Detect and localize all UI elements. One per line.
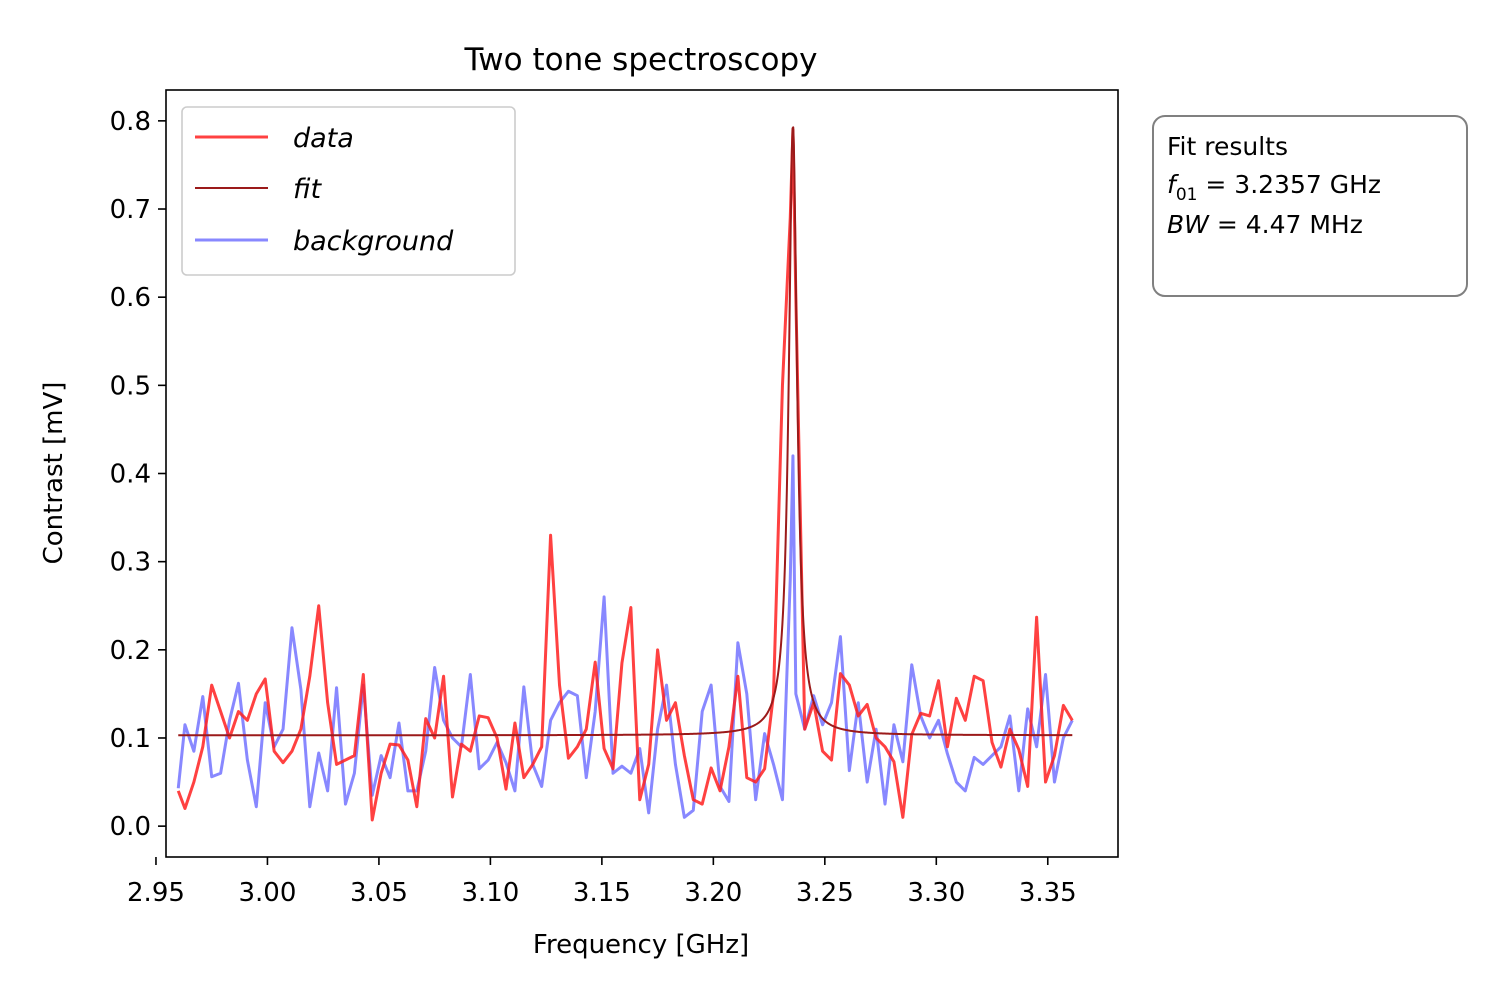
x-tick-label: 3.35 — [1019, 878, 1077, 908]
x-tick-label: 3.00 — [238, 878, 296, 908]
series-line-fit — [177, 126, 1073, 737]
y-tick-label: 0.3 — [110, 548, 151, 578]
plot-area: 2.95 3.00 3.05 3.10 3.15 3.20 3.25 3.30 3.35 0.0… — [110, 89, 1119, 908]
y-tick-label: 0.6 — [110, 283, 151, 313]
x-tick-label: 3.15 — [573, 878, 631, 908]
fit-results-f01: f01 = 3.2357 GHz — [1167, 170, 1381, 205]
y-tick-label: 0.5 — [110, 371, 151, 401]
y-tick-label: 0.2 — [110, 636, 151, 666]
f01-subscript: 01 — [1176, 185, 1198, 205]
y-tick-label: 0.8 — [110, 107, 151, 137]
f01-value: = 3.2357 GHz — [1197, 170, 1381, 199]
fit-results-box: Fit results f01 = 3.2357 GHz BW = 4.47 M… — [1152, 115, 1468, 297]
bw-value: = 4.47 MHz — [1209, 210, 1363, 239]
y-tick-label: 0.7 — [110, 195, 151, 225]
x-axis: 2.95 3.00 3.05 3.10 3.15 3.20 3.25 3.30 3.35 — [127, 857, 1077, 908]
legend-label-background: background — [293, 226, 454, 257]
legend: data fit background — [181, 106, 516, 276]
legend-frame — [181, 106, 516, 276]
y-tick-label: 0.0 — [110, 812, 151, 842]
x-tick-label: 3.25 — [796, 878, 854, 908]
x-tick-label: 3.10 — [461, 878, 519, 908]
fit-results-bw: BW = 4.47 MHz — [1167, 210, 1363, 239]
fit-results-title: Fit results — [1167, 132, 1288, 161]
y-tick-label: 0.1 — [110, 724, 151, 754]
x-tick-label: 3.20 — [684, 878, 742, 908]
chart-title: Two tone spectroscopy — [464, 42, 818, 78]
fit-results-frame — [1152, 115, 1468, 297]
x-tick-label: 3.05 — [350, 878, 408, 908]
series-layer — [176, 126, 1074, 822]
x-tick-label: 3.30 — [907, 878, 965, 908]
x-axis-label: Frequency [GHz] — [533, 930, 749, 960]
y-axis: 0.0 0.1 0.2 0.3 0.4 0.5 0.6 0.7 0.8 — [110, 107, 166, 842]
legend-label-fit: fit — [293, 174, 322, 205]
y-tick-label: 0.4 — [110, 460, 151, 490]
legend-label-data: data — [293, 123, 354, 154]
series-line-data — [176, 128, 1074, 822]
y-axis-label: Contrast [mV] — [39, 382, 69, 565]
bw-symbol: BW — [1167, 210, 1210, 239]
x-tick-label: 2.95 — [127, 878, 185, 908]
